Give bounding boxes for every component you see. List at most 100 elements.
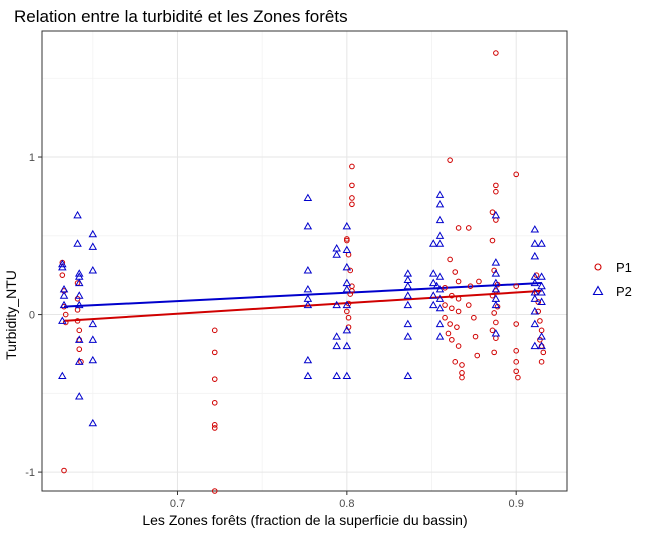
point-p2: [435, 319, 445, 328]
point-p2: [491, 294, 501, 302]
point-p2: [537, 297, 546, 306]
point-p2: [435, 303, 445, 312]
point-p1: [74, 296, 81, 302]
point-p2: [332, 243, 341, 252]
point-p2: [303, 300, 313, 309]
point-p2: [530, 239, 540, 247]
point-p1: [491, 349, 497, 356]
point-p2: [342, 245, 352, 254]
point-p1: [61, 467, 67, 474]
point-p2: [88, 319, 98, 328]
point-p2: [537, 239, 546, 247]
point-p1: [74, 318, 81, 324]
point-p1: [455, 308, 462, 315]
point-p2: [332, 250, 341, 258]
point-p1: [515, 374, 521, 381]
y-tick-label: 1: [29, 152, 35, 164]
point-p2: [428, 239, 438, 247]
point-p2: [303, 266, 313, 274]
point-p1: [76, 327, 83, 334]
point-p1: [76, 346, 83, 353]
point-p2: [303, 294, 313, 302]
point-p1: [537, 336, 543, 343]
point-p2: [59, 291, 69, 299]
point-p1: [489, 327, 496, 334]
point-p1: [347, 267, 354, 274]
point-p2: [332, 341, 341, 350]
point-p2: [435, 294, 445, 302]
x-tick-label: 0.7: [170, 498, 185, 510]
point-p2: [403, 332, 413, 340]
point-p2: [537, 272, 546, 280]
point-p1: [344, 236, 350, 242]
point-p2: [74, 300, 84, 309]
point-p2: [428, 269, 438, 277]
point-p1: [513, 283, 519, 290]
point-p1: [467, 283, 474, 290]
point-p1: [493, 188, 499, 195]
point-p1: [349, 201, 355, 208]
point-p1: [513, 321, 519, 327]
point-p2: [537, 341, 546, 350]
point-p1: [442, 302, 448, 308]
point-p2: [530, 319, 540, 328]
point-p2: [342, 371, 352, 380]
point-p1: [345, 314, 352, 321]
point-p1: [489, 292, 496, 299]
point-p2: [403, 300, 413, 309]
point-p2: [491, 210, 501, 219]
legend-item-p1: P1: [590, 255, 632, 279]
point-p1: [349, 195, 355, 201]
point-p2: [58, 262, 67, 271]
point-p1: [449, 292, 455, 299]
point-p1: [538, 327, 545, 334]
point-p1: [74, 307, 81, 313]
point-p2: [332, 332, 341, 340]
point-p1: [459, 374, 465, 381]
point-p2: [428, 291, 438, 299]
point-p2: [530, 294, 540, 302]
point-p2: [74, 357, 84, 365]
point-p2: [74, 278, 84, 287]
point-p1: [489, 237, 496, 244]
point-p2: [342, 262, 352, 271]
point-p2: [432, 281, 441, 290]
point-p2: [342, 325, 352, 334]
point-p2: [303, 355, 313, 364]
legend-triangle-icon: [590, 283, 606, 299]
point-p1: [445, 330, 452, 337]
point-p1: [442, 314, 448, 321]
x-tick-label: 0.8: [339, 498, 354, 510]
point-p2: [74, 392, 84, 400]
point-p1: [493, 182, 499, 189]
legend-item-p2: P2: [590, 279, 632, 303]
point-p1: [455, 225, 462, 231]
x-axis-label: Les Zones forêts (fraction de la superfi…: [142, 512, 468, 528]
point-p2: [403, 281, 413, 290]
legend-circle-icon: [590, 259, 606, 275]
y-tick-label: 0: [29, 310, 35, 322]
point-p2: [88, 266, 98, 274]
point-p2: [342, 284, 352, 293]
point-p1: [211, 425, 218, 431]
point-p2: [58, 259, 67, 268]
point-p2: [303, 284, 313, 293]
point-p1: [493, 217, 499, 223]
point-p2: [491, 258, 501, 266]
point-p2: [88, 355, 98, 364]
point-p2: [537, 332, 546, 340]
point-p2: [435, 239, 445, 247]
point-p1: [493, 50, 499, 56]
point-p1: [513, 368, 519, 375]
point-p2: [303, 221, 313, 230]
point-p1: [472, 333, 479, 340]
point-p1: [454, 324, 460, 330]
point-p1: [489, 209, 496, 215]
point-p1: [62, 319, 69, 326]
point-p2: [491, 284, 501, 293]
legend-label-p2: P2: [616, 283, 632, 299]
point-p1: [513, 359, 519, 365]
point-p1: [491, 310, 497, 316]
trend-line-p1: [63, 289, 542, 322]
point-p2: [403, 319, 413, 328]
